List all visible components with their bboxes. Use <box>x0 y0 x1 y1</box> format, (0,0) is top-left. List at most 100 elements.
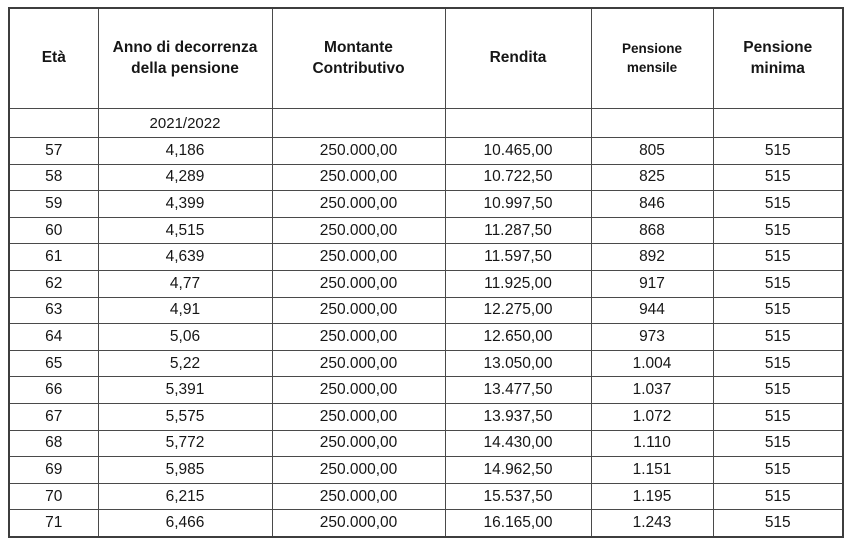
cell-anno-decorrenza: 5,391 <box>97 376 273 404</box>
cell-eta: 68 <box>8 429 99 458</box>
table-row: 66 5,391 250.000,00 13.477,50 1.037 515 <box>8 376 844 404</box>
cell-montante-contributivo: 250.000,00 <box>271 296 446 325</box>
table-row: 58 4,289 250.000,00 10.722,50 825 515 <box>8 163 844 192</box>
column-header-pensione-minima-label: Pensione minima <box>743 38 813 77</box>
cell-anno-decorrenza: 4,186 <box>97 137 273 165</box>
column-header-montante-contributivo-label: Montante Contributivo <box>312 38 405 77</box>
table-row: 62 4,77 250.000,00 11.925,00 917 515 <box>8 269 844 298</box>
cell-pensione-minima: 515 <box>712 137 844 165</box>
cell-anno-decorrenza: 4,639 <box>97 243 273 271</box>
cell-eta: 60 <box>8 216 99 245</box>
cell-montante-contributivo: 250.000,00 <box>271 402 446 431</box>
cell-rendita: 11.287,50 <box>444 216 592 245</box>
cell-eta: 70 <box>8 482 99 511</box>
cell-montante-contributivo: 250.000,00 <box>271 243 446 271</box>
cell-anno-decorrenza: 5,06 <box>97 323 273 351</box>
cell-rendita: 10.722,50 <box>444 163 592 192</box>
header-row: Età Anno di decorrenza della pensione Mo… <box>8 7 844 109</box>
cell-anno-decorrenza: 6,215 <box>97 482 273 511</box>
cell-pensione-mensile: 917 <box>590 269 714 298</box>
cell-pensione-mensile: 944 <box>590 296 714 325</box>
cell-rendita: 10.465,00 <box>444 137 592 165</box>
table-row: 57 4,186 250.000,00 10.465,00 805 515 <box>8 137 844 165</box>
cell-pensione-mensile: 805 <box>590 137 714 165</box>
cell-pensione-minima: 515 <box>712 269 844 298</box>
cell-rendita: 15.537,50 <box>444 482 592 511</box>
column-header-rendita-label: Rendita <box>489 49 547 67</box>
cell-rendita: 12.275,00 <box>444 296 592 325</box>
column-header-eta-label: Età <box>41 49 66 67</box>
table-row: 65 5,22 250.000,00 13.050,00 1.004 515 <box>8 349 844 378</box>
cell-rendita: 14.962,50 <box>444 456 592 484</box>
cell-rendita: 10.997,50 <box>444 190 592 218</box>
cell-pensione-mensile: 1.151 <box>590 456 714 484</box>
cell-montante-contributivo: 250.000,00 <box>271 429 446 458</box>
column-header-pensione-mensile: Pensione mensile <box>590 7 714 109</box>
subheader-section: 2021/2022 <box>8 108 844 138</box>
cell-anno-decorrenza: 5,22 <box>97 349 273 378</box>
cell-eta: 65 <box>8 349 99 378</box>
cell-anno-decorrenza: 6,466 <box>97 509 273 538</box>
cell-pensione-mensile: 1.004 <box>590 349 714 378</box>
cell-pensione-minima: 515 <box>712 376 844 404</box>
cell-anno-decorrenza: 4,289 <box>97 163 273 192</box>
cell-pensione-mensile: 1.243 <box>590 509 714 538</box>
cell-montante-contributivo: 250.000,00 <box>271 323 446 351</box>
cell-montante-contributivo: 250.000,00 <box>271 349 446 378</box>
cell-anno-decorrenza: 5,772 <box>97 429 273 458</box>
cell-anno-decorrenza: 4,91 <box>97 296 273 325</box>
cell-pensione-mensile: 1.072 <box>590 402 714 431</box>
cell-eta: 66 <box>8 376 99 404</box>
cell-montante-contributivo: 250.000,00 <box>271 163 446 192</box>
table-row: 71 6,466 250.000,00 16.165,00 1.243 515 <box>8 509 844 538</box>
table-row: 70 6,215 250.000,00 15.537,50 1.195 515 <box>8 482 844 511</box>
table-row: 68 5,772 250.000,00 14.430,00 1.110 515 <box>8 429 844 458</box>
cell-rendita: 14.430,00 <box>444 429 592 458</box>
cell-montante-contributivo: 250.000,00 <box>271 137 446 165</box>
pension-table: Età Anno di decorrenza della pensione Mo… <box>8 7 844 538</box>
cell-pensione-minima: 515 <box>712 429 844 458</box>
cell-montante-contributivo: 250.000,00 <box>271 269 446 298</box>
cell-pensione-minima: 515 <box>712 456 844 484</box>
cell-eta: 67 <box>8 402 99 431</box>
cell-pensione-minima: 515 <box>712 243 844 271</box>
cell-pensione-minima: 515 <box>712 349 844 378</box>
cell-anno-decorrenza: 4,77 <box>97 269 273 298</box>
cell-rendita: 13.937,50 <box>444 402 592 431</box>
cell-pensione-minima: 515 <box>712 190 844 218</box>
column-header-rendita: Rendita <box>444 7 592 109</box>
cell-rendita: 16.165,00 <box>444 509 592 538</box>
cell-pensione-mensile: 1.037 <box>590 376 714 404</box>
table-row: 64 5,06 250.000,00 12.650,00 973 515 <box>8 323 844 351</box>
cell-rendita: 13.477,50 <box>444 376 592 404</box>
cell-eta: 59 <box>8 190 99 218</box>
cell-montante-contributivo: 250.000,00 <box>271 190 446 218</box>
table-row: 61 4,639 250.000,00 11.597,50 892 515 <box>8 243 844 271</box>
column-header-pensione-minima: Pensione minima <box>712 7 844 109</box>
cell-pensione-mensile: 825 <box>590 163 714 192</box>
subheader-cell-empty <box>271 108 446 138</box>
subheader-cell-empty <box>8 108 99 138</box>
cell-montante-contributivo: 250.000,00 <box>271 509 446 538</box>
cell-montante-contributivo: 250.000,00 <box>271 482 446 511</box>
cell-rendita: 12.650,00 <box>444 323 592 351</box>
subheader-cell-empty <box>712 108 844 138</box>
cell-pensione-minima: 515 <box>712 216 844 245</box>
cell-montante-contributivo: 250.000,00 <box>271 216 446 245</box>
table-body: 57 4,186 250.000,00 10.465,00 805 515 58… <box>8 137 844 538</box>
column-header-montante-contributivo: Montante Contributivo <box>271 7 446 109</box>
subheader-cell-empty <box>444 108 592 138</box>
cell-pensione-minima: 515 <box>712 509 844 538</box>
table-row: 59 4,399 250.000,00 10.997,50 846 515 <box>8 190 844 218</box>
cell-rendita: 13.050,00 <box>444 349 592 378</box>
column-header-eta: Età <box>8 7 99 109</box>
subheader-cell-empty <box>590 108 714 138</box>
cell-eta: 71 <box>8 509 99 538</box>
cell-rendita: 11.597,50 <box>444 243 592 271</box>
cell-pensione-minima: 515 <box>712 323 844 351</box>
cell-pensione-minima: 515 <box>712 296 844 325</box>
cell-anno-decorrenza: 4,515 <box>97 216 273 245</box>
cell-eta: 64 <box>8 323 99 351</box>
cell-pensione-mensile: 892 <box>590 243 714 271</box>
table-row: 60 4,515 250.000,00 11.287,50 868 515 <box>8 216 844 245</box>
